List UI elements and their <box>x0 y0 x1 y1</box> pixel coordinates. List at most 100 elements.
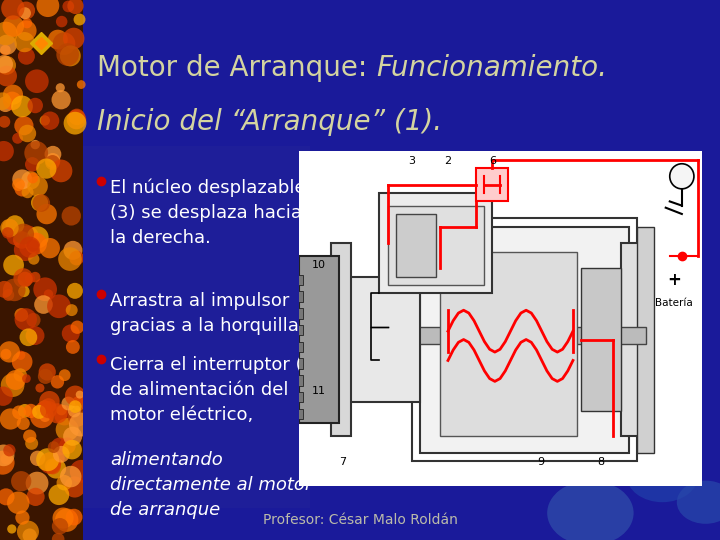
Point <box>19 246 31 254</box>
Bar <box>476 168 508 201</box>
Point <box>0 350 12 359</box>
Bar <box>283 342 303 352</box>
Point <box>55 96 67 104</box>
Point <box>42 290 54 299</box>
Bar <box>420 226 629 453</box>
Point <box>30 101 41 110</box>
Point <box>69 119 81 127</box>
Point <box>63 2 74 11</box>
Point <box>18 122 30 130</box>
Point <box>13 180 24 189</box>
Text: 8: 8 <box>598 457 605 467</box>
Point <box>53 302 65 310</box>
Bar <box>283 275 303 285</box>
Point <box>7 90 19 99</box>
Point <box>62 50 73 59</box>
Point <box>58 39 70 48</box>
Point <box>1 455 12 463</box>
Point <box>66 446 78 454</box>
Point <box>73 399 85 408</box>
Point <box>44 244 55 253</box>
Point <box>0 392 9 401</box>
Text: 6: 6 <box>489 156 496 166</box>
Text: Arrastra al impulsor
gracias a la horquilla.: Arrastra al impulsor gracias a la horqui… <box>110 292 305 335</box>
Point <box>68 407 80 415</box>
Text: 7: 7 <box>340 457 347 467</box>
Point <box>67 343 78 352</box>
Point <box>53 490 65 499</box>
Point <box>42 1 53 10</box>
Text: Motor de Arranque:: Motor de Arranque: <box>97 53 377 82</box>
Point <box>17 357 28 366</box>
Point <box>47 158 58 167</box>
Point <box>65 52 76 60</box>
Point <box>37 300 49 309</box>
Point <box>18 230 30 238</box>
Point <box>65 329 76 338</box>
Bar <box>379 193 492 293</box>
Point <box>53 454 64 462</box>
Point <box>67 246 78 255</box>
Bar <box>331 243 351 436</box>
Point <box>58 478 70 487</box>
Point <box>37 404 48 413</box>
Point <box>7 4 19 12</box>
Point <box>24 274 36 282</box>
Point <box>0 118 10 126</box>
Text: Inicio del “Arranque” (1).: Inicio del “Arranque” (1). <box>97 107 442 136</box>
Point <box>16 310 27 319</box>
Point <box>9 220 21 229</box>
Point <box>59 371 71 380</box>
Point <box>15 477 27 485</box>
Text: 3: 3 <box>408 156 415 166</box>
Point <box>32 454 43 463</box>
Point <box>54 442 66 451</box>
Point <box>55 406 67 414</box>
Point <box>27 174 38 183</box>
Point <box>14 408 25 417</box>
Point <box>55 450 67 458</box>
Point <box>24 243 35 252</box>
Bar <box>283 392 303 402</box>
Point <box>69 483 81 491</box>
Point <box>68 513 80 522</box>
Point <box>40 372 51 381</box>
Point <box>30 140 41 149</box>
Bar <box>283 375 303 386</box>
Point <box>62 442 73 450</box>
Point <box>53 535 64 540</box>
Point <box>34 198 45 207</box>
Text: +: + <box>667 271 680 289</box>
Point <box>12 498 24 507</box>
Point <box>25 407 37 415</box>
Point <box>76 80 87 89</box>
Point <box>4 223 16 232</box>
Point <box>22 129 33 138</box>
Point <box>55 84 66 92</box>
Bar <box>387 206 485 285</box>
Point <box>67 432 78 441</box>
Point <box>17 274 29 282</box>
Point <box>17 184 28 193</box>
Point <box>19 275 31 284</box>
Point <box>58 514 69 522</box>
Point <box>4 415 16 423</box>
Circle shape <box>670 164 694 189</box>
Point <box>20 6 32 15</box>
Point <box>12 134 23 143</box>
Point <box>2 228 14 237</box>
Point <box>30 239 42 248</box>
Point <box>39 403 50 412</box>
Point <box>40 412 51 421</box>
Point <box>47 156 58 165</box>
Point <box>22 333 34 342</box>
Point <box>30 332 41 340</box>
Point <box>69 287 81 295</box>
Point <box>19 407 30 415</box>
Point <box>1 72 12 80</box>
Bar <box>307 327 646 343</box>
Point <box>20 315 32 323</box>
Point <box>45 458 56 467</box>
Bar <box>581 268 621 410</box>
Point <box>19 9 31 17</box>
